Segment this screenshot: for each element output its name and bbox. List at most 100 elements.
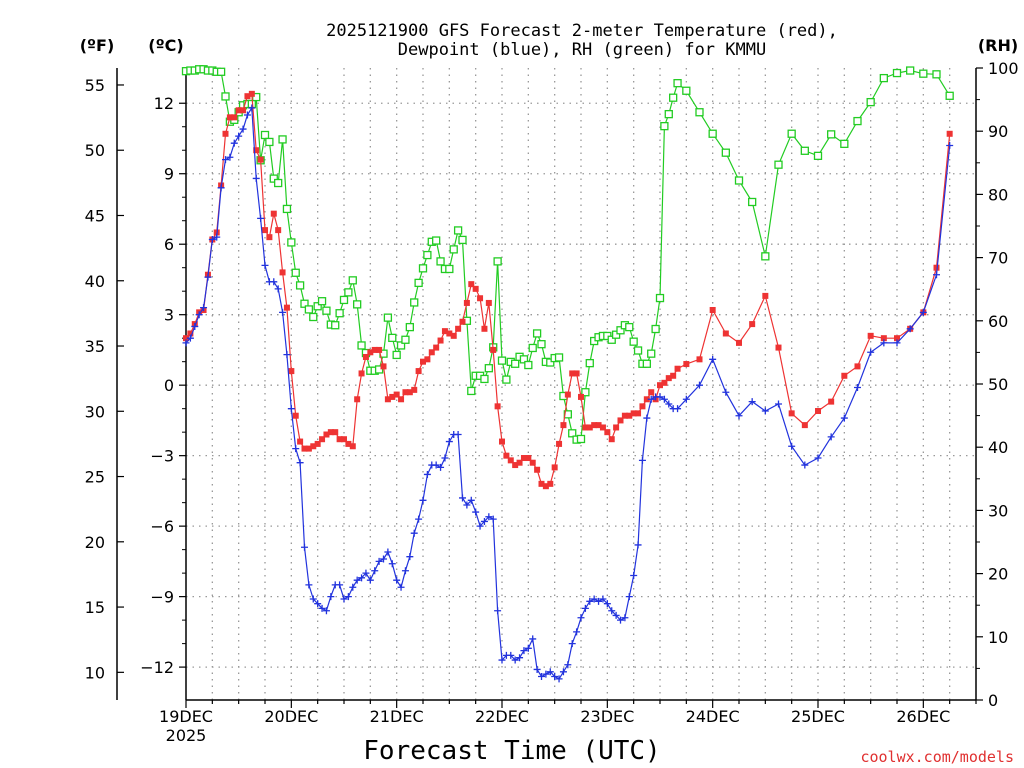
x-axis-label: Forecast Time (UTC) bbox=[363, 736, 660, 766]
dewpoint-point bbox=[318, 604, 326, 612]
rh-point bbox=[445, 264, 454, 274]
dewpoint-point bbox=[388, 560, 396, 568]
temperature-point bbox=[749, 321, 756, 328]
rh-point bbox=[524, 360, 533, 370]
dewpoint-point bbox=[568, 640, 576, 648]
temperature-point bbox=[503, 452, 510, 459]
rh-point bbox=[410, 298, 419, 307]
temperature-point bbox=[275, 227, 282, 234]
temperature-point bbox=[248, 90, 255, 97]
dewpoint-point bbox=[854, 384, 861, 392]
dewpoint-point bbox=[775, 400, 782, 408]
temperature-point bbox=[736, 339, 742, 346]
temperature-point bbox=[529, 459, 536, 466]
dewpoint-point bbox=[472, 508, 480, 516]
temperature-point bbox=[933, 264, 940, 271]
dewpoint-point bbox=[204, 273, 212, 281]
celsius-tick-label: −6 bbox=[150, 517, 174, 536]
temperature-point bbox=[586, 424, 593, 431]
dewpoint-point bbox=[230, 139, 238, 147]
x-tick-label: 21DEC bbox=[370, 707, 424, 726]
dewpoint-point bbox=[301, 543, 308, 551]
rh-point bbox=[647, 349, 656, 358]
temperature-point bbox=[231, 114, 238, 121]
temperature-point bbox=[762, 292, 769, 299]
temperature-point bbox=[262, 227, 268, 234]
temperature-point bbox=[534, 466, 541, 473]
dewpoint-point bbox=[401, 567, 409, 575]
rh-point bbox=[511, 359, 520, 368]
dewpoint-point bbox=[459, 494, 466, 502]
rh-point bbox=[436, 257, 445, 266]
dewpoint-point bbox=[599, 595, 607, 603]
temperature-point bbox=[314, 440, 321, 447]
temperature-point bbox=[398, 396, 405, 403]
temperature-point bbox=[867, 332, 874, 339]
rh-point bbox=[813, 151, 823, 160]
rh-point bbox=[221, 92, 230, 101]
rh-point bbox=[423, 250, 432, 260]
rh-point bbox=[300, 299, 309, 308]
temperature-point bbox=[494, 403, 501, 410]
rh-point bbox=[287, 238, 296, 247]
dewpoint-point bbox=[748, 398, 756, 406]
dewpoint-point bbox=[252, 174, 260, 182]
temperature-point bbox=[512, 462, 519, 469]
fahrenheit-tick-label: 45 bbox=[85, 206, 105, 225]
dewpoint-point bbox=[603, 600, 611, 608]
rh-point bbox=[295, 281, 305, 290]
dewpoint-point bbox=[393, 576, 401, 584]
dewpoint-point bbox=[625, 593, 633, 601]
rh-point bbox=[919, 69, 928, 78]
temperature-point bbox=[621, 412, 628, 419]
dewpoint-point bbox=[296, 459, 304, 467]
rh-point bbox=[721, 148, 730, 157]
dewpoint-point bbox=[709, 355, 717, 363]
temperature-point bbox=[481, 325, 488, 332]
dewpoint-point bbox=[208, 236, 216, 244]
rh-tick-label: 20 bbox=[988, 565, 1008, 584]
temperature-point bbox=[696, 356, 703, 363]
dewpoint-point bbox=[801, 461, 809, 469]
dewpoint-point bbox=[336, 581, 344, 589]
x-tick-label: 24DEC bbox=[686, 707, 740, 726]
x-tick-year-label: 2025 bbox=[166, 726, 207, 745]
temperature-point bbox=[226, 114, 233, 121]
dewpoint-point bbox=[542, 670, 550, 678]
temperature-point bbox=[406, 389, 413, 396]
rh-point bbox=[673, 79, 682, 88]
temperature-point bbox=[578, 393, 584, 400]
dewpoint-point bbox=[467, 496, 475, 504]
rh-point bbox=[906, 66, 915, 75]
temperature-point bbox=[591, 422, 598, 429]
dewpoint-point bbox=[533, 665, 541, 673]
rh-point bbox=[304, 305, 314, 314]
dewpoint-point bbox=[182, 339, 190, 347]
temperature-point bbox=[556, 440, 563, 447]
temperature-point bbox=[477, 295, 484, 302]
temperature-point bbox=[569, 370, 576, 377]
dewpoint-point bbox=[353, 576, 361, 584]
dewpoint-point bbox=[243, 111, 251, 119]
dewpoint-point bbox=[516, 654, 524, 662]
dewpoint-point bbox=[498, 656, 506, 664]
temperature-point bbox=[187, 330, 194, 337]
temperature-point bbox=[564, 391, 571, 398]
dewpoint-point bbox=[305, 581, 313, 589]
dewpoint-point bbox=[520, 647, 528, 655]
temperature-point bbox=[613, 424, 620, 431]
temperature-point bbox=[358, 370, 365, 377]
rh-point bbox=[458, 235, 467, 245]
dewpoint-point bbox=[186, 334, 194, 342]
temperature-point bbox=[542, 483, 549, 490]
temperature-point bbox=[815, 408, 821, 415]
rh-point bbox=[339, 295, 349, 305]
rh-point bbox=[401, 335, 410, 344]
credit-link[interactable]: coolwx.com/models bbox=[860, 748, 1014, 766]
dewpoint-point bbox=[283, 351, 291, 359]
temperature-point bbox=[257, 156, 264, 163]
rh-point bbox=[388, 333, 397, 343]
rh-point bbox=[840, 139, 849, 148]
rh-point bbox=[945, 91, 954, 100]
